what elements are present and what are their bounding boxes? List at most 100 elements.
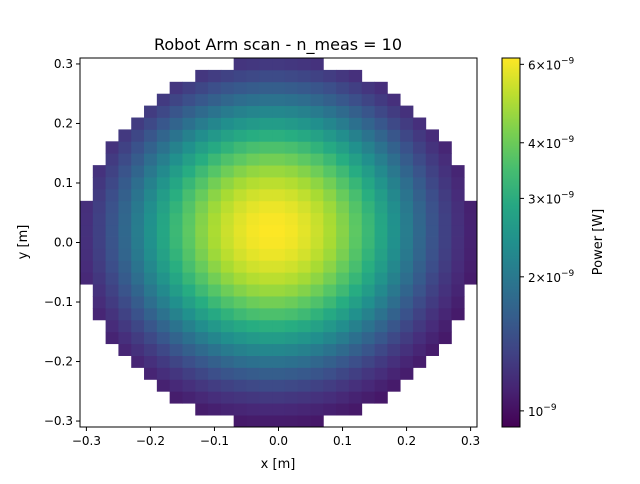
heatmap-cell xyxy=(336,200,350,214)
heatmap-cell xyxy=(387,355,401,368)
heatmap-cell xyxy=(425,319,439,333)
heatmap-cell xyxy=(156,212,171,226)
heatmap-cell xyxy=(118,284,132,297)
heatmap-cell xyxy=(323,236,337,249)
heatmap-cell xyxy=(284,403,299,416)
heatmap-cell xyxy=(297,105,311,118)
heatmap-cell xyxy=(144,177,158,190)
heatmap-cell xyxy=(144,331,158,345)
heatmap-cell xyxy=(208,129,222,142)
heatmap-cell xyxy=(348,379,363,392)
heatmap-cell xyxy=(361,129,375,142)
heatmap-cell xyxy=(182,129,196,142)
heatmap-cell xyxy=(387,367,401,380)
heatmap-cell xyxy=(233,379,247,392)
heatmap-cell xyxy=(310,319,324,333)
heatmap-cell xyxy=(182,319,196,333)
heatmap-cell xyxy=(323,391,337,404)
heatmap-cell xyxy=(387,260,401,273)
heatmap-cell xyxy=(348,307,363,321)
heatmap-cell xyxy=(144,355,158,368)
heatmap-cell xyxy=(323,212,337,226)
heatmap-cell xyxy=(156,177,171,190)
heatmap-cell xyxy=(195,153,209,166)
y-tick-label: 0.3 xyxy=(54,57,73,71)
heatmap-cell xyxy=(131,319,145,333)
heatmap-cell xyxy=(131,177,145,190)
heatmap-cell xyxy=(144,272,158,285)
heatmap-cell xyxy=(451,188,465,202)
heatmap-cell xyxy=(208,284,222,297)
heatmap-cell xyxy=(208,272,222,285)
heatmap-cell xyxy=(156,296,171,309)
heatmap-cell xyxy=(412,141,427,154)
heatmap-cell xyxy=(412,343,427,356)
heatmap-cell xyxy=(182,165,196,178)
heatmap-cell xyxy=(348,200,363,214)
heatmap-cell xyxy=(272,391,286,404)
heatmap-cell xyxy=(387,319,401,333)
heatmap-cell xyxy=(118,272,132,285)
heatmap-cell xyxy=(220,260,235,273)
heatmap-cell xyxy=(208,105,222,118)
heatmap-cell xyxy=(310,93,324,107)
heatmap-cell xyxy=(336,81,350,95)
heatmap-cell xyxy=(310,153,324,166)
heatmap-cell xyxy=(284,117,299,130)
heatmap-cell xyxy=(195,81,209,95)
heatmap-cell xyxy=(131,296,145,309)
heatmap-cell xyxy=(284,165,299,178)
heatmap-cell xyxy=(348,212,363,226)
heatmap-cell xyxy=(374,212,388,226)
heatmap-cell xyxy=(412,331,427,345)
heatmap-cell xyxy=(195,296,209,309)
x-tick-label: 0.1 xyxy=(333,434,352,448)
heatmap-cell xyxy=(374,236,388,249)
y-tick-label: 0.1 xyxy=(54,176,73,190)
heatmap-cell xyxy=(323,355,337,368)
heatmap-cell xyxy=(208,236,222,249)
heatmap-cell xyxy=(323,93,337,107)
heatmap-cell xyxy=(348,188,363,202)
heatmap-cell xyxy=(195,403,209,416)
heatmap-cell xyxy=(297,284,311,297)
chart-title: Robot Arm scan - n_meas = 10 xyxy=(154,35,402,55)
heatmap-cell xyxy=(208,93,222,107)
heatmap-cell xyxy=(131,129,145,142)
heatmap-cell xyxy=(80,260,94,273)
heatmap-cell xyxy=(220,200,235,214)
heatmap-cell xyxy=(297,69,311,83)
heatmap-cell xyxy=(144,296,158,309)
heatmap-cell xyxy=(297,200,311,214)
heatmap-cell xyxy=(412,212,427,226)
heatmap-cell xyxy=(425,165,439,178)
heatmap-cell xyxy=(169,379,183,392)
heatmap-cell xyxy=(348,93,363,107)
heatmap-cell xyxy=(195,331,209,345)
heatmap-cell xyxy=(400,343,414,356)
heatmap-cell xyxy=(336,403,350,416)
heatmap-cell xyxy=(182,212,196,226)
x-tick-label: 0.0 xyxy=(269,434,288,448)
heatmap-cell xyxy=(144,343,158,356)
heatmap-cell xyxy=(246,224,260,237)
heatmap-cell xyxy=(118,200,132,214)
heatmap-cell xyxy=(412,319,427,333)
heatmap-cell xyxy=(131,212,145,226)
heatmap-cell xyxy=(310,58,324,71)
heatmap-cell xyxy=(284,236,299,249)
heatmap-cell xyxy=(246,367,260,380)
heatmap-cell xyxy=(195,367,209,380)
heatmap-cell xyxy=(310,331,324,345)
heatmap-cell xyxy=(412,200,427,214)
heatmap-cell xyxy=(80,236,94,249)
heatmap-cell xyxy=(348,355,363,368)
heatmap-cell xyxy=(464,212,478,226)
heatmap-cell xyxy=(156,165,171,178)
heatmap-cell xyxy=(208,177,222,190)
heatmap-cell xyxy=(182,307,196,321)
heatmap-cell xyxy=(246,391,260,404)
heatmap-cell xyxy=(323,248,337,261)
heatmap-cell xyxy=(412,188,427,202)
heatmap-cell xyxy=(195,200,209,214)
